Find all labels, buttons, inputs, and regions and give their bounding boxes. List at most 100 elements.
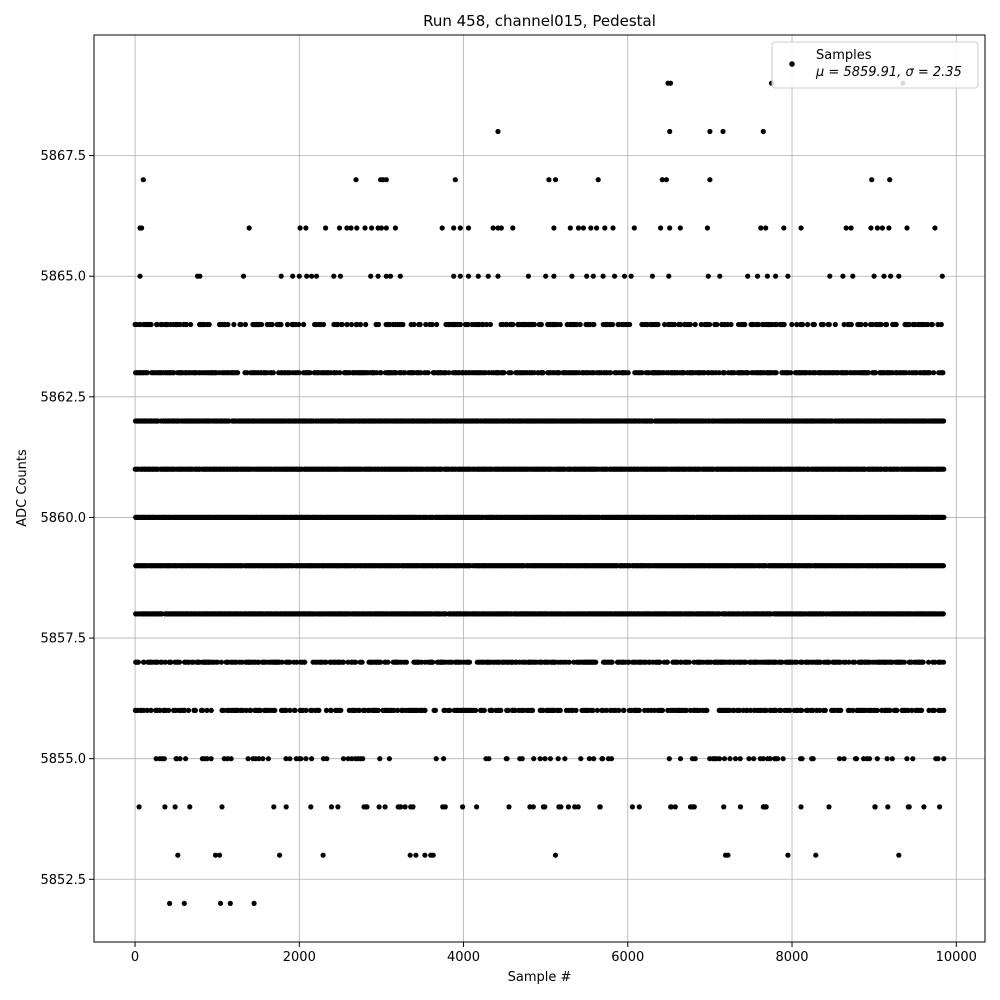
data-point	[183, 321, 189, 328]
data-point	[238, 321, 244, 328]
data-point	[148, 321, 154, 328]
data-point	[302, 659, 308, 665]
data-point	[692, 321, 698, 328]
data-point	[941, 418, 947, 424]
data-point	[941, 466, 947, 472]
data-point	[429, 321, 435, 328]
data-point	[154, 321, 160, 328]
data-point	[270, 370, 276, 376]
data-point	[789, 321, 795, 328]
data-point	[446, 370, 452, 376]
data-point	[799, 321, 806, 328]
data-point	[457, 321, 463, 328]
data-point	[865, 370, 872, 376]
data-point	[176, 659, 183, 665]
data-point	[556, 370, 562, 376]
data-point	[337, 370, 343, 376]
data-point	[466, 659, 473, 665]
data-point	[639, 370, 645, 376]
data-point	[296, 321, 302, 328]
data-point	[686, 659, 692, 665]
data-point	[434, 321, 440, 328]
data-point	[510, 321, 516, 328]
data-point	[403, 659, 409, 665]
data-point	[320, 321, 327, 328]
data-point	[788, 370, 794, 376]
data-point	[878, 321, 884, 328]
data-point	[483, 321, 490, 328]
data-point	[938, 321, 944, 328]
data-point	[353, 659, 359, 665]
data-point	[531, 370, 537, 376]
data-point	[278, 321, 284, 328]
data-point	[418, 370, 424, 376]
data-point	[244, 370, 250, 376]
data-point	[301, 321, 307, 328]
data-point	[826, 321, 832, 328]
data-points	[132, 80, 947, 907]
data-point	[400, 321, 406, 328]
data-point	[742, 321, 748, 328]
data-point	[862, 321, 869, 328]
data-point	[425, 370, 431, 376]
data-point	[423, 321, 429, 328]
data-point	[231, 321, 237, 328]
data-point	[608, 370, 614, 376]
data-point	[714, 321, 720, 328]
data-point	[872, 370, 879, 376]
data-point	[144, 370, 150, 376]
data-point	[538, 321, 544, 328]
data-point	[135, 659, 141, 665]
data-point	[627, 321, 633, 328]
data-point	[508, 370, 514, 376]
data-point	[745, 370, 751, 376]
data-point	[832, 321, 838, 328]
data-point	[577, 321, 583, 328]
data-point	[929, 321, 935, 328]
data-point	[591, 321, 597, 328]
data-point	[662, 321, 668, 328]
data-point	[805, 321, 811, 328]
data-point	[269, 321, 275, 328]
data-point	[940, 370, 946, 376]
data-point	[925, 321, 931, 328]
data-point	[340, 659, 347, 665]
data-point	[755, 321, 762, 328]
data-point	[811, 321, 818, 328]
data-point	[609, 321, 616, 328]
data-point	[284, 321, 291, 328]
data-point	[678, 321, 684, 328]
data-point	[296, 370, 302, 376]
data-point	[531, 321, 538, 328]
data-point	[411, 321, 417, 328]
data-point	[348, 321, 355, 328]
data-point	[218, 659, 224, 665]
data-point	[242, 321, 248, 328]
data-point	[487, 321, 493, 328]
data-point	[687, 321, 693, 328]
data-point	[781, 321, 787, 328]
data-point	[931, 370, 937, 376]
data-point	[655, 321, 661, 328]
data-point	[716, 370, 722, 376]
data-point	[841, 321, 847, 328]
data-point	[339, 321, 345, 328]
data-point	[363, 321, 369, 328]
data-point	[501, 370, 507, 376]
data-point	[430, 659, 436, 665]
data-point	[378, 370, 384, 376]
data-point	[225, 321, 231, 328]
data-point	[557, 321, 563, 328]
data-point	[941, 514, 947, 521]
data-point	[235, 370, 241, 376]
data-point	[593, 659, 599, 665]
data-point	[773, 370, 779, 376]
data-point	[376, 321, 382, 328]
data-point	[721, 370, 728, 376]
data-point	[357, 321, 364, 328]
data-point	[664, 659, 671, 665]
data-point	[940, 563, 947, 569]
data-point	[848, 321, 854, 328]
